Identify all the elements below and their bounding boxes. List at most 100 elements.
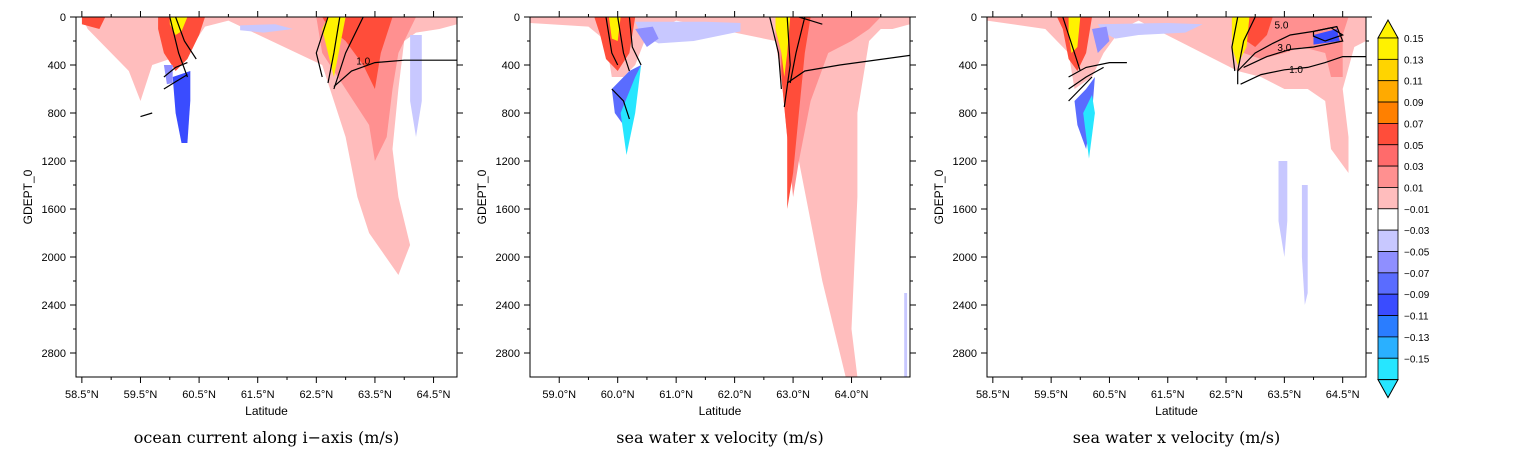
contour-line: [1068, 76, 1093, 102]
panel-1: 1.0 0 400 800 1200 1600 2000 2400 2800 58.5°N 59.5…: [21, 11, 463, 447]
contour-label: 5.0: [1275, 20, 1289, 31]
y-tick-label: 1200: [953, 156, 977, 168]
shaded-region: [81, 17, 457, 275]
colorbar-swatch: [1377, 315, 1399, 338]
shaded-region: [316, 17, 416, 161]
contour-line: [163, 62, 188, 78]
y-tick-label: 2400: [953, 300, 977, 312]
plot-frame: [529, 16, 911, 378]
plot-area: [530, 17, 910, 377]
colorbar-label: −0.05: [1404, 248, 1430, 259]
colorbar-swatch: [1377, 357, 1399, 381]
contour-line: [1312, 27, 1345, 42]
shaded-region: [322, 17, 346, 77]
y-tick-label: 0: [514, 12, 520, 24]
x-tick-label: 64.0°N: [835, 389, 869, 401]
x-tick-label: 60.0°N: [601, 389, 635, 401]
y-axis-label: GDEPT_0: [932, 169, 946, 224]
shaded-region: [1278, 161, 1288, 257]
shaded-region: [620, 65, 642, 155]
colorbar-label: 0.01: [1404, 183, 1424, 194]
colorbar-swatch: [1377, 187, 1399, 210]
x-axis-label: Latitude: [245, 404, 288, 418]
shaded-region: [172, 71, 191, 143]
x-tick-label: 63.5°N: [358, 389, 392, 401]
contour-line: [169, 17, 188, 78]
colorbar-swatch: [1377, 123, 1399, 146]
colorbar-top-arrow: [1377, 18, 1399, 39]
shaded-region: [410, 35, 422, 137]
colorbar-label: 0.07: [1404, 119, 1424, 130]
colorbar-label: 0.09: [1404, 98, 1424, 109]
contour-line: [798, 17, 823, 25]
shaded-region: [163, 65, 173, 85]
contour-line: [1062, 17, 1081, 72]
panel-title: sea water x velocity (m/s): [1073, 428, 1280, 447]
y-axis-label: GDEPT_0: [475, 169, 489, 224]
panels: 1.0 0 400 800 1200 1600 2000 2400 2800 58.5°N 59.5…: [21, 11, 1372, 447]
contour-line: [1237, 17, 1256, 85]
x-tick-label: 58.5°N: [65, 389, 99, 401]
contour-line: [1068, 61, 1127, 78]
colorbar-swatch: [1377, 208, 1399, 231]
y-tick-label: 2800: [42, 348, 66, 360]
y-tick-label: 2400: [42, 300, 66, 312]
shaded-region: [611, 65, 642, 125]
contour-line: [1237, 25, 1344, 72]
x-tick-label: 61.5°N: [1151, 389, 1185, 401]
colorbar-swatch: [1377, 37, 1399, 60]
x-tick-label: 59.5°N: [124, 389, 158, 401]
colorbar-label: 0.05: [1404, 141, 1424, 152]
shaded-region: [240, 24, 293, 33]
x-axis-label: Latitude: [1155, 404, 1198, 418]
y-tick-label: 800: [959, 108, 977, 120]
contour-line: [605, 17, 619, 66]
colorbar-swatch: [1377, 272, 1399, 295]
y-tick-label: 400: [502, 60, 520, 72]
x-tick-label: 60.5°N: [1093, 389, 1127, 401]
colorbar-label: −0.13: [1404, 333, 1430, 344]
y-tick-label: 400: [48, 60, 66, 72]
colorbar-swatch: [1377, 165, 1399, 188]
colorbar: 0.15 0.13 0.11 0.09 0.07 0.05 0.03 0.01 −0.01 −0.…: [1377, 18, 1430, 399]
contour-line: [140, 112, 153, 118]
y-tick-label: 2800: [953, 348, 977, 360]
x-tick-label: 59.5°N: [1034, 389, 1068, 401]
colorbar-bottom-arrow: [1377, 379, 1399, 399]
x-tick-label: 58.5°N: [976, 389, 1010, 401]
x-tick-label: 60.5°N: [182, 389, 216, 401]
y-tick-label: 2800: [496, 348, 520, 360]
x-tick-label: 64.5°N: [1326, 389, 1360, 401]
shaded-region: [1083, 95, 1095, 159]
shaded-region: [635, 21, 741, 44]
y-tick-label: 400: [959, 60, 977, 72]
colorbar-label: −0.09: [1404, 290, 1430, 301]
contour-line: [617, 17, 630, 72]
colorbar-label: 0.03: [1404, 162, 1424, 173]
contour-line: [789, 17, 806, 84]
colorbar-swatch: [1377, 58, 1399, 82]
contour-line: [769, 17, 782, 90]
contour-line: [1068, 66, 1104, 90]
shaded-region: [158, 17, 205, 71]
panel-title: sea water x velocity (m/s): [616, 428, 823, 447]
shaded-region: [1092, 26, 1110, 53]
panel-3: 5.0 3.0 1.0 0 400 800 1200 1600 2000 2400 2800 58.5…: [932, 11, 1372, 447]
contour-line: [611, 88, 630, 120]
contour-line: [175, 17, 197, 60]
y-axis-label: GDEPT_0: [21, 169, 35, 224]
y-tick-label: 800: [48, 108, 66, 120]
x-tick-label: 61.0°N: [659, 389, 693, 401]
colorbar-swatch: [1377, 101, 1399, 124]
shaded-region: [1313, 29, 1340, 45]
shaded-region: [1301, 185, 1308, 305]
plot-frame: [986, 16, 1367, 378]
colorbar-label: 0.11: [1404, 77, 1423, 88]
contour-line: [786, 54, 910, 84]
x-tick-label: 63.0°N: [776, 389, 810, 401]
colorbar-label: −0.01: [1404, 205, 1430, 216]
shaded-region: [635, 26, 659, 47]
contour-line: [163, 74, 188, 90]
x-tick-label: 62.5°N: [1209, 389, 1243, 401]
